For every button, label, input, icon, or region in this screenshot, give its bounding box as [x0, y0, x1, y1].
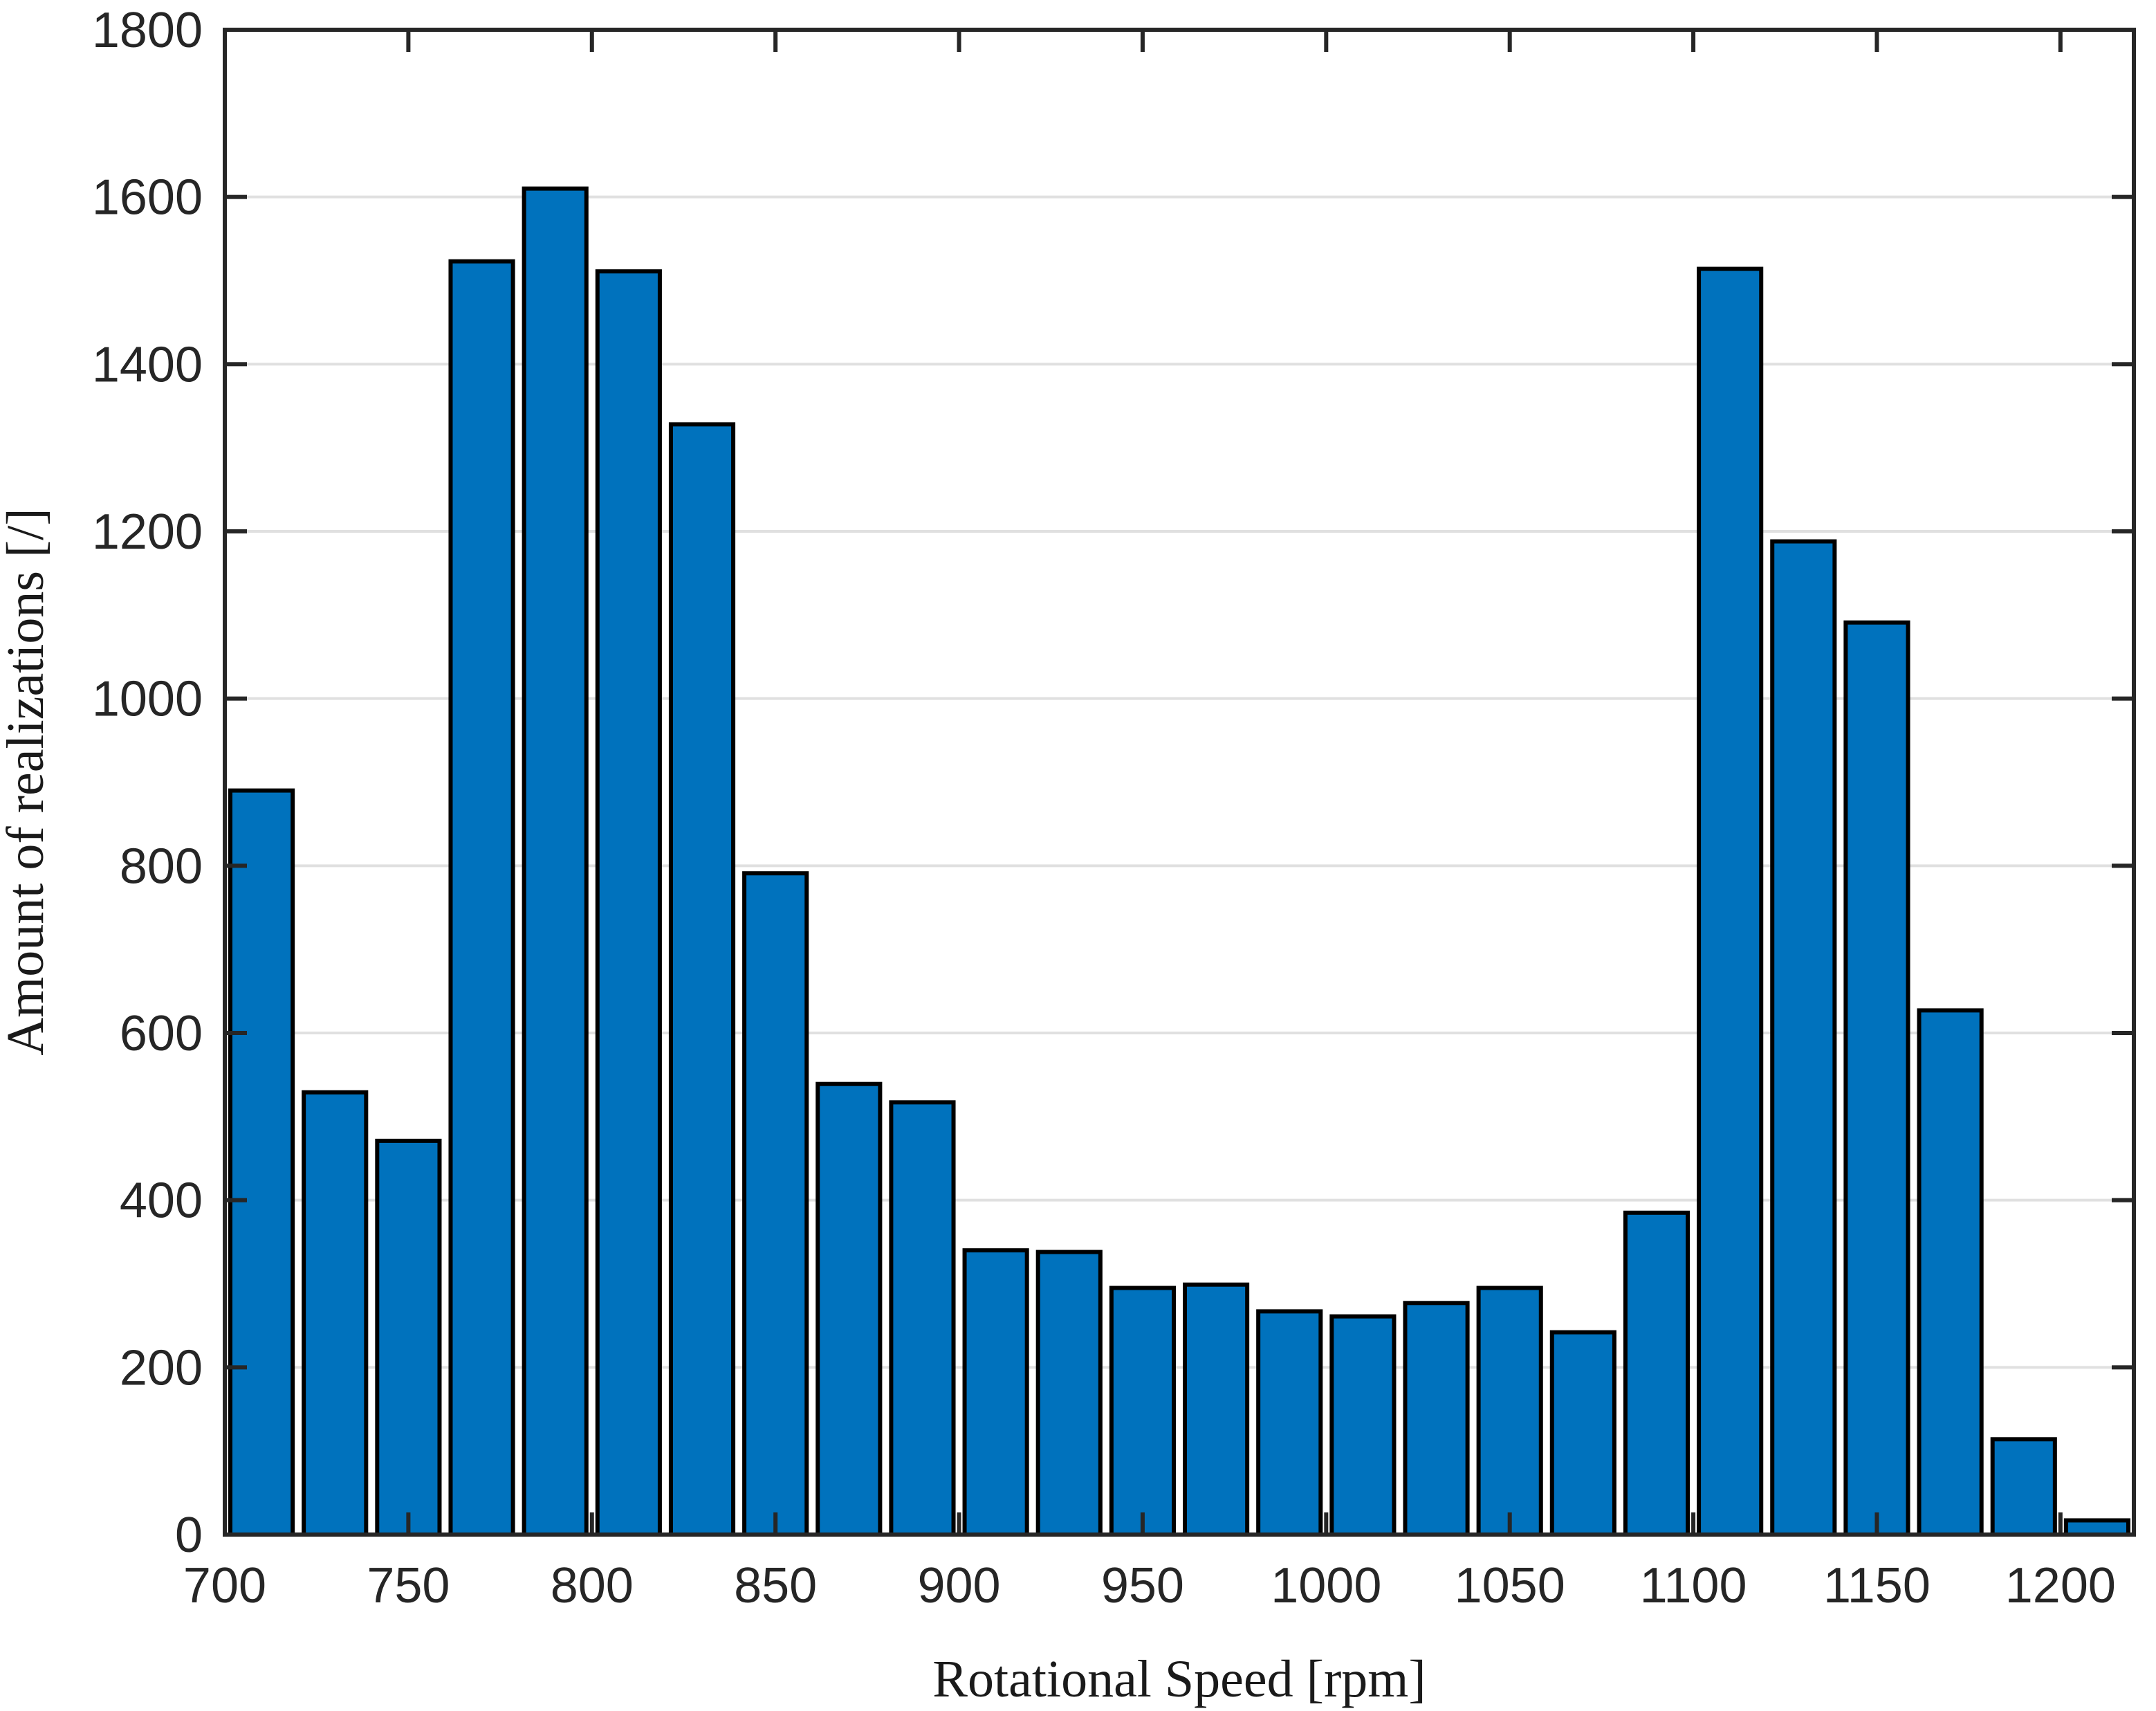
y-tick-mark-right	[2112, 1365, 2134, 1370]
x-tick-label: 950	[1101, 1558, 1184, 1613]
x-tick-mark-top	[1324, 30, 1329, 52]
y-tick-mark-right	[2112, 1198, 2134, 1202]
y-tick-mark	[225, 194, 247, 199]
histogram-bar	[742, 871, 809, 1537]
x-tick-label: 800	[551, 1558, 634, 1613]
histogram-bar	[1109, 1285, 1177, 1537]
histogram-bar	[228, 788, 295, 1537]
x-tick-mark-top	[1507, 30, 1512, 52]
x-tick-labels: 700 750 800 850 900 950 1000 1050 1100 1150 1200	[183, 1558, 2116, 1613]
y-tick-mark	[225, 863, 247, 868]
x-tick-mark-top	[2058, 30, 2063, 52]
histogram-bar	[1623, 1210, 1690, 1537]
x-tick-mark	[1507, 1512, 1512, 1535]
x-tick-mark-top	[773, 30, 778, 52]
y-tick-label: 600	[120, 1006, 203, 1061]
x-tick-mark-top	[1691, 30, 1696, 52]
x-axis-label: Rotational Speed [rpm]	[932, 1650, 1426, 1708]
x-tick-label: 850	[734, 1558, 817, 1613]
x-tick-mark-top	[957, 30, 961, 52]
x-tick-label: 1200	[2005, 1558, 2116, 1613]
y-tick-label: 0	[175, 1508, 203, 1563]
x-tick-mark	[773, 1512, 778, 1535]
y-tick-mark-right	[2112, 362, 2134, 367]
y-tick-mark-right	[2112, 529, 2134, 533]
x-tick-mark	[957, 1512, 961, 1535]
x-tick-mark-top	[1874, 30, 1879, 52]
histogram-bar	[668, 422, 736, 1537]
x-tick-mark	[2058, 1512, 2063, 1535]
histogram-bar	[889, 1100, 956, 1537]
histogram-bar	[522, 186, 589, 1537]
y-tick-mark	[225, 1031, 247, 1035]
histogram-bar	[1549, 1330, 1616, 1537]
histogram-bar	[1990, 1437, 2057, 1537]
y-tick-mark	[225, 696, 247, 701]
x-tick-mark	[1324, 1512, 1329, 1535]
y-tick-mark	[225, 1365, 247, 1370]
x-tick-label: 750	[367, 1558, 450, 1613]
histogram-bar	[595, 269, 662, 1537]
histogram-bar	[1035, 1250, 1103, 1537]
y-tick-mark	[225, 1198, 247, 1202]
y-tick-label: 400	[120, 1173, 203, 1229]
x-tick-mark	[1140, 1512, 1145, 1535]
y-tick-label: 800	[120, 839, 203, 894]
x-tick-label: 1150	[1823, 1558, 1931, 1613]
x-tick-mark-top	[589, 30, 594, 52]
y-tick-mark	[225, 529, 247, 533]
y-tick-label: 1600	[92, 170, 203, 226]
histogram-bar	[302, 1090, 369, 1537]
x-tick-label: 900	[917, 1558, 1000, 1613]
histogram-bar	[1843, 620, 1910, 1537]
y-tick-mark-right	[2112, 696, 2134, 701]
histogram-bar	[1697, 266, 1764, 1537]
x-tick-label: 1100	[1640, 1558, 1747, 1613]
histogram-bar	[448, 259, 515, 1537]
histogram-bar	[1256, 1309, 1323, 1537]
histogram-bar	[816, 1081, 883, 1537]
y-tick-mark	[225, 362, 247, 367]
y-tick-label: 1800	[92, 3, 203, 58]
y-tick-label: 200	[120, 1340, 203, 1396]
y-tick-mark-right	[2112, 863, 2134, 868]
y-tick-label: 1000	[92, 672, 203, 727]
histogram-bar	[962, 1248, 1029, 1537]
x-tick-mark-top	[1140, 30, 1145, 52]
y-tick-label: 1400	[92, 337, 203, 392]
histogram-bar	[1183, 1282, 1250, 1537]
histogram-bar	[1917, 1008, 1984, 1537]
histogram-bar	[1403, 1301, 1470, 1537]
y-tick-labels: 0 200 400 600 800 1000 1200 1400 1600 1800	[92, 3, 203, 1563]
x-tick-mark	[1691, 1512, 1696, 1535]
y-tick-mark-right	[2112, 1031, 2134, 1035]
histogram-bar	[1329, 1314, 1397, 1537]
x-tick-label: 700	[183, 1558, 266, 1613]
x-tick-mark-top	[406, 30, 411, 52]
histogram-bar	[1476, 1285, 1543, 1537]
y-tick-label: 1200	[92, 504, 203, 560]
x-tick-mark	[406, 1512, 411, 1535]
histogram-bar	[2063, 1518, 2131, 1537]
x-tick-mark	[589, 1512, 594, 1535]
histogram-bar	[1770, 539, 1837, 1537]
histogram-bar	[375, 1138, 442, 1537]
x-tick-mark	[1874, 1512, 1879, 1535]
x-tick-label: 1050	[1455, 1558, 1565, 1613]
x-tick-label: 1000	[1271, 1558, 1381, 1613]
y-axis-label: Amount of realizations [/]	[0, 508, 55, 1055]
y-tick-mark-right	[2112, 194, 2134, 199]
histogram-bars	[228, 186, 2131, 1537]
axis-box	[223, 28, 2136, 1537]
